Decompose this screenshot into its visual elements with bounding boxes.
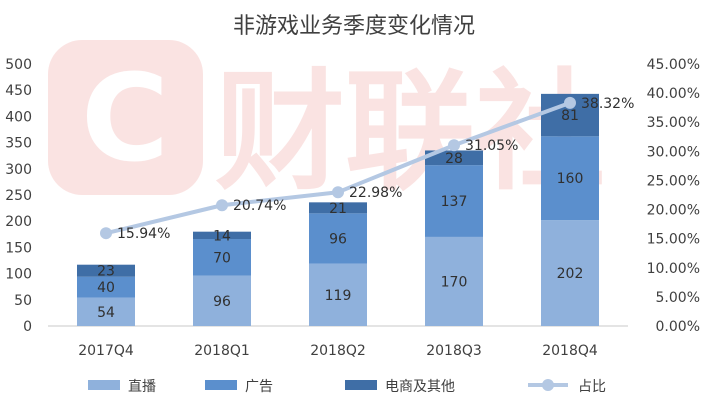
left-y-tick-label: 150 xyxy=(5,240,32,256)
bar-value-label: 40 xyxy=(97,280,115,296)
right-y-tick-label: 20.00% xyxy=(647,203,700,219)
bar-value-label: 54 xyxy=(97,305,115,321)
bar-1-2018Q4 xyxy=(541,220,599,326)
bar-1-2017Q4 xyxy=(77,297,135,326)
bar-1-2018Q1 xyxy=(193,275,251,326)
legend-label: 占比 xyxy=(578,379,606,395)
bar-2-2018Q1 xyxy=(193,239,251,276)
bar-value-label: 28 xyxy=(445,151,463,167)
bar-3-2018Q1 xyxy=(193,231,251,240)
line-value-label: 15.94% xyxy=(117,226,170,242)
left-y-tick-label: 0 xyxy=(23,319,32,335)
chart-title: 非游戏业务季度变化情况 xyxy=(233,14,475,39)
bar-value-label: 96 xyxy=(329,231,347,247)
x-tick-label: 2018Q2 xyxy=(310,343,366,359)
line-point xyxy=(332,186,344,199)
left-y-tick-label: 200 xyxy=(5,214,32,230)
legend-swatch xyxy=(205,380,237,390)
bar-value-label: 70 xyxy=(213,250,231,266)
bar-value-label: 14 xyxy=(213,228,231,244)
left-y-tick-label: 50 xyxy=(14,293,32,309)
line-series: 15.94% 20.74% 22.98% 31.05% 38.32% xyxy=(100,96,634,242)
right-y-tick-label: 40.00% xyxy=(647,86,700,102)
right-y-tick-label: 10.00% xyxy=(647,261,700,277)
bar-value-label: 21 xyxy=(329,201,347,217)
x-axis-ticks: 2017Q4 2018Q1 2018Q2 2018Q3 2018Q4 xyxy=(78,343,598,359)
legend-swatch xyxy=(345,380,377,390)
watermark-logo-text: 财联社 xyxy=(215,56,605,208)
legend-swatch xyxy=(88,380,120,390)
bar-3-2017Q4 xyxy=(77,264,135,277)
left-y-tick-label: 100 xyxy=(5,267,32,283)
x-tick-label: 2018Q1 xyxy=(194,343,250,359)
watermark-logo-badge xyxy=(48,40,203,195)
bar-series xyxy=(77,93,599,326)
left-y-tick-label: 450 xyxy=(5,83,32,99)
line-value-label: 31.05% xyxy=(465,138,518,154)
right-y-tick-label: 15.00% xyxy=(647,232,700,248)
bar-value-label: 119 xyxy=(325,288,352,304)
legend-swatch-marker xyxy=(542,379,554,391)
x-tick-label: 2017Q4 xyxy=(78,343,134,359)
left-y-tick-label: 500 xyxy=(5,57,32,73)
bar-value-label: 96 xyxy=(213,294,231,310)
line-point xyxy=(216,199,228,212)
legend-label: 广告 xyxy=(245,379,273,395)
bar-value-label: 170 xyxy=(441,274,468,290)
right-y-tick-label: 5.00% xyxy=(656,290,700,306)
right-y-axis: 0.00% 5.00% 10.00% 15.00% 20.00% 25.00% 30.00%… xyxy=(647,57,700,335)
line-value-label: 22.98% xyxy=(349,185,402,201)
bar-1-2018Q3 xyxy=(425,236,483,326)
right-y-tick-label: 0.00% xyxy=(656,319,700,335)
line-point xyxy=(100,227,112,240)
x-tick-label: 2018Q4 xyxy=(542,343,598,359)
left-y-tick-label: 350 xyxy=(5,136,32,152)
bar-value-label: 160 xyxy=(557,171,584,187)
bar-2-2018Q3 xyxy=(425,165,483,237)
bar-2-2017Q4 xyxy=(77,276,135,298)
line-point xyxy=(564,96,576,109)
watermark-logo: C 财联社 xyxy=(48,40,605,208)
legend-label: 电商及其他 xyxy=(385,379,455,395)
legend-label: 直播 xyxy=(128,378,156,395)
left-y-tick-label: 400 xyxy=(5,109,32,125)
bar-3-2018Q2 xyxy=(309,202,367,214)
line-value-label: 38.32% xyxy=(581,96,634,112)
watermark-logo-letter: C xyxy=(81,50,169,189)
right-y-tick-label: 30.00% xyxy=(647,144,700,160)
x-tick-label: 2018Q3 xyxy=(426,343,482,359)
bar-2-2018Q4 xyxy=(541,136,599,221)
left-y-axis: 0 50 100 150 200 250 300 350 400 450 500 xyxy=(5,57,32,335)
line-value-label: 20.74% xyxy=(233,198,286,214)
bar-1-2018Q2 xyxy=(309,263,367,326)
bar-value-label: 81 xyxy=(561,108,579,124)
right-y-tick-label: 35.00% xyxy=(647,115,700,131)
right-y-tick-label: 45.00% xyxy=(647,57,700,73)
right-y-tick-label: 25.00% xyxy=(647,173,700,189)
line-point xyxy=(448,139,460,152)
bar-3-2018Q3 xyxy=(425,150,483,166)
bar-value-label: 137 xyxy=(441,194,468,210)
left-y-tick-label: 300 xyxy=(5,162,32,178)
bar-value-label: 23 xyxy=(97,264,115,280)
bar-2-2018Q2 xyxy=(309,213,367,264)
legend: 直播 广告 电商及其他 占比 xyxy=(88,378,606,395)
bar-value-label: 202 xyxy=(557,266,584,282)
left-y-tick-label: 250 xyxy=(5,188,32,204)
